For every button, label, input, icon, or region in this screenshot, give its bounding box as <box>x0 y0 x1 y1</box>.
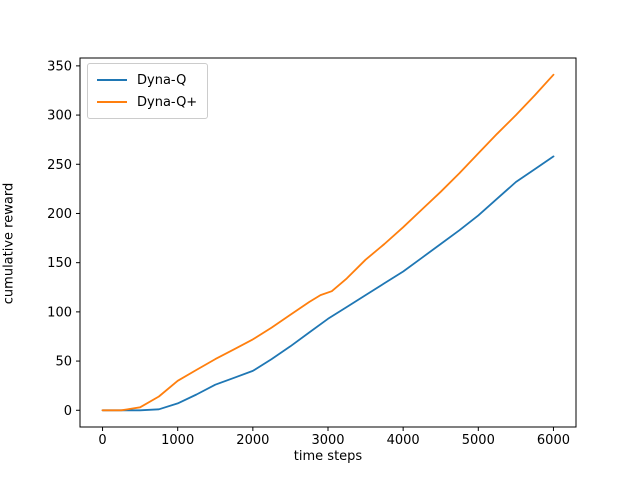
legend-line-swatch-dyna-q-plus <box>97 101 127 103</box>
series-line-dyna-q- <box>101 73 555 412</box>
y-tick-label: 200 <box>47 207 72 222</box>
series-line-dyna-q <box>101 155 555 412</box>
x-tick-label: 4000 <box>387 433 420 448</box>
y-tick-label: 250 <box>47 158 72 173</box>
x-tick-label: 5000 <box>462 433 495 448</box>
legend-entry-dyna-q: Dyna-Q <box>97 69 197 91</box>
y-axis-label: cumulative reward <box>1 182 17 305</box>
legend: Dyna-Q Dyna-Q+ <box>87 63 209 119</box>
x-tick-label: 1000 <box>161 433 194 448</box>
y-tick-label: 300 <box>47 109 72 124</box>
x-tick-label: 6000 <box>537 433 570 448</box>
legend-label-dyna-q-plus: Dyna-Q+ <box>137 94 198 110</box>
legend-entry-dyna-q-plus: Dyna-Q+ <box>97 91 197 113</box>
x-tick-label: 2000 <box>236 433 269 448</box>
y-tick-label: 50 <box>55 355 72 370</box>
y-tick-label: 0 <box>64 404 72 419</box>
y-tick-label: 350 <box>47 59 72 74</box>
legend-line-swatch-dyna-q <box>97 79 127 81</box>
legend-label-dyna-q: Dyna-Q <box>137 72 187 88</box>
y-tick-label: 150 <box>47 256 72 271</box>
x-tick-label: 3000 <box>311 433 344 448</box>
x-tick-label: 0 <box>98 433 106 448</box>
x-axis-label: time steps <box>293 449 363 464</box>
y-tick-label: 100 <box>47 305 72 320</box>
